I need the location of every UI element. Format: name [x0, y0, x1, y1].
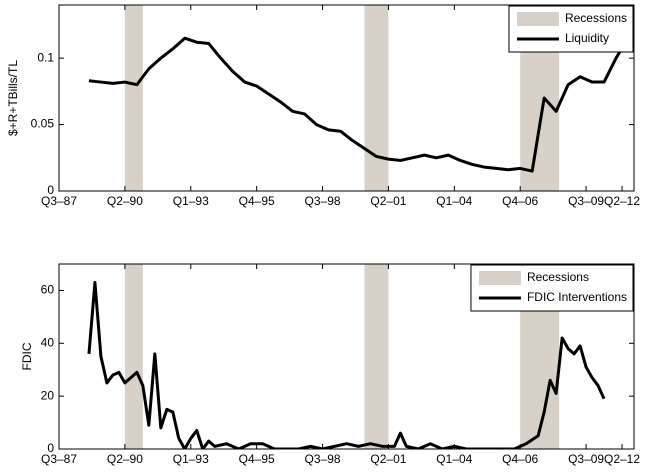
x-tick-label: Q3–87: [41, 452, 77, 466]
legend-swatch: [516, 12, 559, 26]
x-tick-label: Q2–01: [370, 452, 406, 466]
legend-frame: [508, 5, 634, 53]
x-tick-label: Q2–12: [604, 452, 640, 466]
legend-label: Liquidity: [565, 31, 609, 45]
legend-label: Recessions: [527, 270, 589, 284]
y-tick-label: 0: [47, 183, 54, 197]
legend-swatch: [478, 271, 521, 285]
y-tick-label: 20: [41, 388, 55, 402]
y-tick-label: 40: [41, 335, 55, 349]
legend-label: Recessions: [565, 11, 627, 25]
data-line: [87, 281, 606, 449]
x-tick-label: Q2–90: [107, 194, 143, 208]
x-tick-label: Q4–06: [502, 452, 538, 466]
y-tick-label: 0.05: [31, 117, 55, 131]
x-tick-label: Q3–09: [568, 194, 604, 208]
legend-label: FDIC Interventions: [527, 290, 627, 304]
x-tick-label: Q3–09: [568, 452, 604, 466]
y-tick-label: 0.1: [37, 50, 54, 64]
y-tick-label: 0: [47, 441, 54, 455]
chart: 0 0.05 0.1 Q3–87 Q2–90 Q1–93 Q4–95 Q3–98 Q2–01 Q1…: [6, 4, 640, 208]
axes-frame: [58, 263, 635, 450]
recession-band: [364, 264, 389, 449]
y-axis-label: $+R+TBills/TL: [6, 60, 20, 136]
x-tick-label: Q1–93: [173, 194, 209, 208]
y-axis-label: FDIC: [20, 342, 34, 370]
legend: Recessions FDIC Interventions: [470, 264, 634, 312]
x-tick-label: Q1–93: [173, 452, 209, 466]
recession-band: [124, 5, 143, 191]
x-tick-label: Q3–87: [41, 194, 77, 208]
y-tick-label: 60: [41, 283, 55, 297]
axes-frame: [58, 4, 635, 192]
x-tick-label: Q3–98: [305, 194, 341, 208]
data-line: [88, 36, 630, 173]
recession-band: [364, 5, 389, 191]
chart: 0 20 40 60 Q3–87 Q2–90 Q1–93 Q4–95 Q3–98 Q2–01 Q1–…: [20, 263, 640, 466]
x-tick-label: Q3–98: [305, 452, 341, 466]
x-tick-label: Q4–95: [239, 194, 275, 208]
x-tick-label: Q1–04: [436, 452, 472, 466]
x-tick-label: Q2–90: [107, 452, 143, 466]
x-tick-label: Q1–04: [436, 194, 472, 208]
x-tick-label: Q2–01: [370, 194, 406, 208]
x-tick-label: Q2–12: [604, 194, 640, 208]
recession-band: [124, 264, 143, 449]
x-tick-label: Q4–06: [502, 194, 538, 208]
x-tick-label: Q4–95: [239, 452, 275, 466]
legend: Recessions Liquidity: [508, 5, 634, 53]
